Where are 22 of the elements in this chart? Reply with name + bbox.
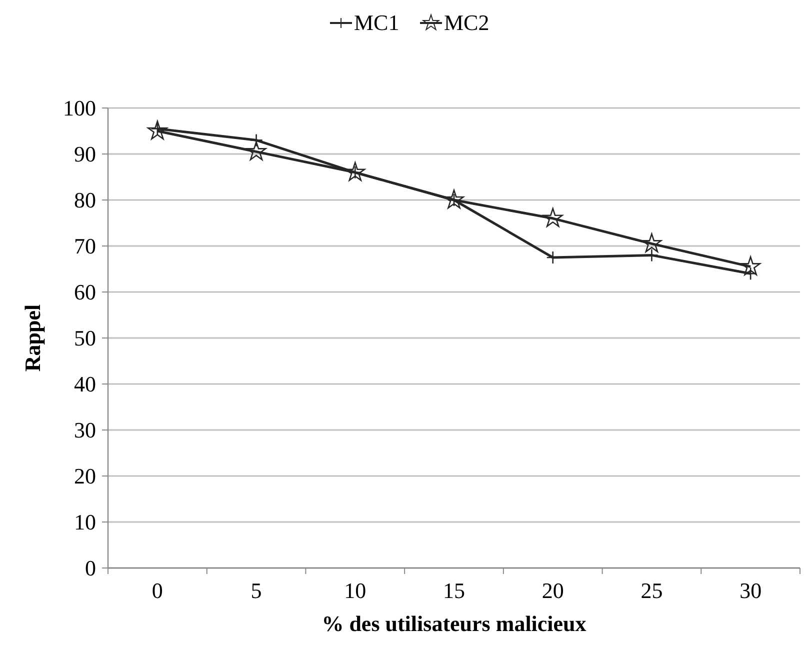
- x-tick-label: 25: [640, 578, 663, 603]
- legend-label: MC2: [444, 10, 490, 35]
- x-tick-label: 15: [443, 578, 465, 603]
- y-tick-label: 90: [74, 142, 96, 167]
- y-tick-label: 10: [74, 510, 96, 535]
- y-tick-label: 20: [74, 464, 96, 489]
- y-tick-label: 0: [85, 556, 96, 581]
- y-tick-label: 30: [74, 418, 96, 443]
- y-axis-title: Rappel: [20, 304, 45, 372]
- y-tick-label: 100: [63, 96, 96, 121]
- y-tick-label: 60: [74, 280, 96, 305]
- y-tick-label: 70: [74, 234, 96, 259]
- legend-label: MC1: [354, 10, 400, 35]
- x-tick-label: 5: [250, 578, 262, 603]
- x-tick-label: 20: [542, 578, 564, 603]
- y-tick-label: 50: [74, 326, 96, 351]
- x-tick-label: 10: [344, 578, 366, 603]
- y-tick-label: 40: [74, 372, 96, 397]
- x-tick-label: 0: [152, 578, 163, 603]
- y-tick-label: 80: [74, 188, 96, 213]
- x-tick-label: 30: [740, 578, 762, 603]
- x-axis-title: % des utilisateurs malicieux: [322, 611, 586, 636]
